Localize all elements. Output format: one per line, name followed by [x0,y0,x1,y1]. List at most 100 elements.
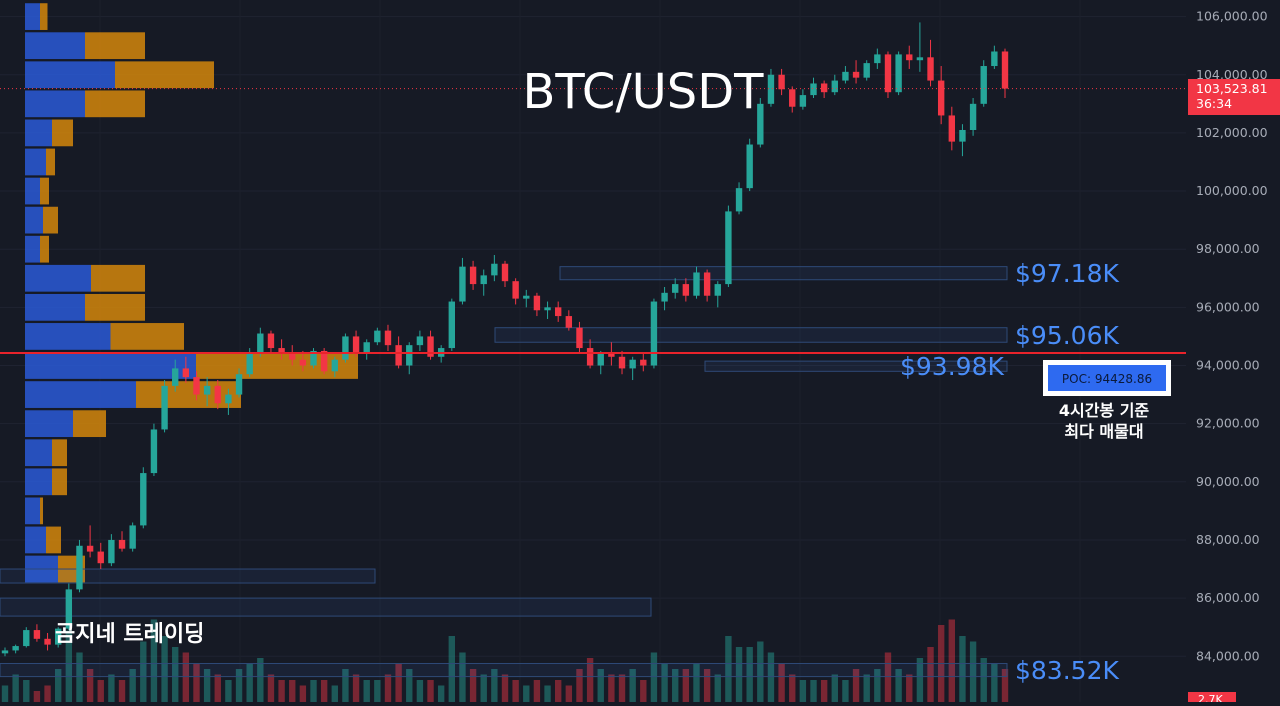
candle-body [703,272,711,296]
volume-bar [161,636,168,702]
candle-body [927,57,934,81]
volume-bar [395,663,402,702]
profile-bar-blue [25,235,40,263]
volume-bar [842,680,849,702]
candle-body [725,211,732,285]
volume-bar [863,674,870,702]
candle-body [820,83,828,93]
candle-body [129,525,136,549]
candle-body [140,473,147,526]
candle-body [469,266,477,285]
volume-bar [437,685,445,702]
volume-bar [810,680,817,702]
candle-body [310,350,317,366]
candle-body [406,345,413,366]
candle-body [267,333,275,349]
volume-bar [959,636,966,702]
candle-body [959,129,966,142]
candle-body [789,89,796,107]
volume-bar [1001,669,1009,702]
volume-bar [203,669,211,702]
profile-bar-orange [40,497,43,525]
volume-bar [576,669,583,702]
y-tick-label: 102,000.00 [1196,125,1268,140]
volume-bar [895,669,902,702]
volume-bar [725,636,732,702]
candle-body [576,327,583,349]
candle-body [182,368,190,378]
volume-bar [86,669,94,702]
candle-body [714,284,721,296]
zone-label: $95.06K [1015,321,1119,350]
candle-body [150,429,158,474]
poc-box: POC: 94428.86 [1043,360,1171,396]
volume-bar [278,680,285,702]
volume-bar [480,674,487,702]
y-tick-label: 104,000.00 [1196,67,1268,82]
zone-rect [704,360,1008,372]
candle-body [299,359,307,366]
volume-bar [12,674,19,702]
zone-label: $93.98K [900,352,1004,381]
volume-bar [469,669,477,702]
volume-bar [55,669,62,702]
candle-body [852,71,860,78]
candle-body [97,551,104,564]
profile-bar-orange [40,235,49,263]
candle-body [544,307,551,311]
candle-body [640,359,647,366]
volume-bar [235,669,243,702]
y-tick-label: 96,000.00 [1196,299,1260,314]
candle-body [991,51,998,67]
candle-body [225,394,232,404]
profile-bar-orange [196,352,358,379]
zone-rect [0,663,1008,678]
volume-bar [682,669,690,702]
candle-body [1001,51,1009,89]
profile-bar-orange [85,32,145,60]
y-tick-label: 92,000.00 [1196,416,1260,431]
y-tick-label: 94,000.00 [1196,358,1260,373]
volume-tag-value: 2.7K [1198,693,1223,702]
profile-bar-blue [25,177,40,205]
volume-bar [661,663,668,702]
volume-bar [565,685,573,702]
candle-body [33,630,41,639]
candle-body [416,336,424,346]
candle-body [682,284,690,296]
volume-bar [820,680,828,702]
volume-bar [703,669,711,702]
candle-body [55,628,62,645]
candle-body [757,103,764,145]
volume-bar [501,674,509,702]
volume-bar [65,630,73,702]
candlesticks [1,22,1009,657]
candle-body [12,646,19,651]
profile-bar-orange [115,61,214,89]
volume-bar [214,674,221,702]
profile-bar-blue [25,119,52,147]
zone-label: $83.52K [1015,656,1119,685]
volume-bar [799,680,807,702]
profile-bar-orange [52,439,67,467]
volume-bar [533,680,541,702]
volume-bar [44,685,51,702]
candle-body [597,353,604,366]
profile-bar-blue [25,264,91,292]
candle-body [895,54,902,93]
volume-bar [586,658,594,702]
current-price-tag-bg [1188,79,1280,115]
y-tick-label: 86,000.00 [1196,590,1260,605]
profile-bar-blue [25,352,196,379]
price-axis: 84,000.00 86,000.00 88,000.00 90,000.00 92,0… [1196,9,1268,664]
candle-body [555,307,562,317]
volume-bar [735,647,743,702]
volume-bar [831,674,838,702]
zone-label: $97.18K [1015,259,1119,288]
volume-tag: 2.7K [1188,692,1236,706]
volume-bar [916,658,924,702]
volume-bar [618,674,626,702]
candle-body [948,115,955,142]
volume-bar [150,619,158,702]
